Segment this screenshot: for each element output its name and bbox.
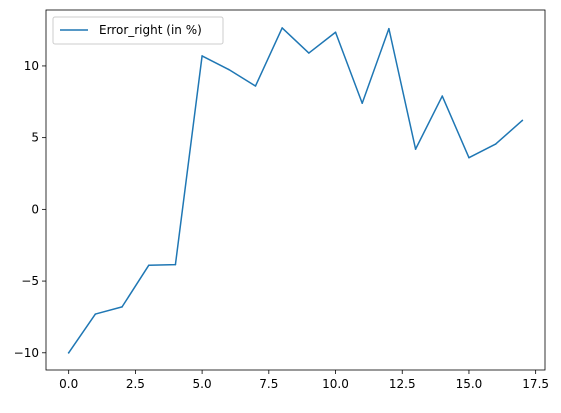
data-point bbox=[494, 143, 497, 145]
x-tick-label: 7.5 bbox=[259, 377, 278, 391]
data-point bbox=[468, 156, 470, 159]
x-tick-label: 10.0 bbox=[322, 377, 349, 391]
data-point bbox=[201, 55, 203, 57]
legend: Error_right (in %) bbox=[52, 16, 224, 45]
data-point bbox=[67, 352, 70, 354]
plot-area bbox=[46, 10, 545, 370]
x-tick-label: 2.5 bbox=[126, 377, 145, 391]
y-axis-ticks: −10 −5 0 5 10 bbox=[14, 59, 46, 360]
legend-box bbox=[52, 16, 224, 45]
x-tick-label: 12.5 bbox=[389, 377, 416, 391]
x-axis-ticks: 0.0 2.5 5.0 7.5 10.0 12.5 15.0 17.5 bbox=[59, 370, 549, 391]
data-point bbox=[361, 102, 363, 104]
series-line bbox=[67, 27, 524, 354]
data-point bbox=[228, 68, 230, 71]
x-tick-label: 17.5 bbox=[522, 377, 549, 391]
data-point bbox=[441, 95, 444, 97]
legend-label: Error_right (in %) bbox=[99, 23, 202, 37]
x-tick-label: 15.0 bbox=[456, 377, 483, 391]
x-tick-label: 0.0 bbox=[59, 377, 78, 391]
y-tick-label: 0 bbox=[31, 202, 39, 216]
data-point bbox=[174, 263, 177, 266]
data-point bbox=[334, 31, 337, 33]
series-layer bbox=[67, 27, 524, 354]
x-tick-label: 5.0 bbox=[193, 377, 212, 391]
data-point bbox=[414, 148, 417, 150]
y-tick-label: 5 bbox=[31, 131, 39, 145]
y-tick-label: 10 bbox=[24, 59, 39, 73]
plot-frame bbox=[45, 9, 546, 371]
y-tick-label: −10 bbox=[14, 346, 39, 360]
data-point bbox=[521, 119, 524, 122]
data-point bbox=[388, 27, 390, 30]
data-point bbox=[281, 27, 283, 29]
data-point bbox=[254, 85, 257, 87]
y-tick-label: −5 bbox=[21, 274, 39, 288]
data-point bbox=[308, 52, 310, 54]
data-point bbox=[121, 306, 123, 308]
data-point bbox=[147, 264, 150, 267]
data-point bbox=[94, 313, 97, 315]
